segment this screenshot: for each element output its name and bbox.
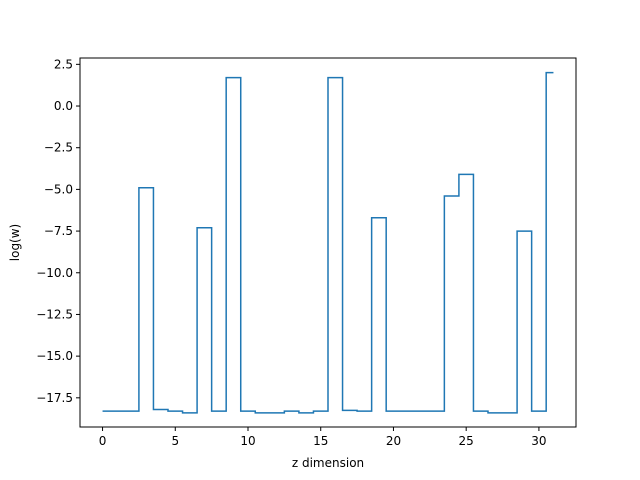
- y-tick-label: −7.5: [44, 224, 73, 238]
- y-tick-label: −10.0: [36, 266, 73, 280]
- x-tick-label: 25: [459, 434, 474, 448]
- y-tick-label: −2.5: [44, 141, 73, 155]
- y-axis: 2.5 0.0 −2.5 −5.0 −7.5 −10.0 −12.5 −15.0 −17.5: [36, 57, 80, 405]
- x-tick-label: 5: [171, 434, 179, 448]
- x-tick-label: 0: [99, 434, 107, 448]
- x-tick-label: 10: [240, 434, 255, 448]
- y-tick-label: −12.5: [36, 307, 73, 321]
- x-tick-label: 15: [313, 434, 328, 448]
- y-tick-label: 2.5: [54, 57, 73, 71]
- y-tick-label: −15.0: [36, 349, 73, 363]
- plot-area: [102, 71, 554, 414]
- y-tick-label: 0.0: [54, 99, 73, 113]
- x-tick-label: 20: [386, 434, 401, 448]
- y-axis-label: log(w): [8, 224, 22, 261]
- axes-frame: [79, 57, 577, 428]
- x-axis-label: z dimension: [292, 456, 364, 470]
- y-tick-label: −17.5: [36, 391, 73, 405]
- x-tick-label: 30: [531, 434, 546, 448]
- y-tick-label: −5.0: [44, 182, 73, 196]
- x-axis: 0 5 10 15 20 25 30: [99, 427, 547, 448]
- series-line: [102, 71, 554, 414]
